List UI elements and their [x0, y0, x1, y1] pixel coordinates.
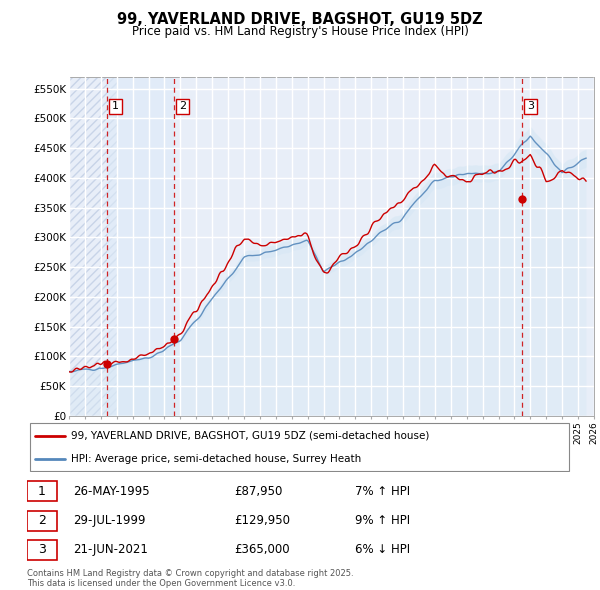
Bar: [107, 77, 174, 416]
Text: 21-JUN-2021: 21-JUN-2021: [73, 543, 148, 556]
Text: 1: 1: [38, 485, 46, 498]
Text: 6% ↓ HPI: 6% ↓ HPI: [355, 543, 410, 556]
FancyBboxPatch shape: [30, 423, 569, 471]
Text: 3: 3: [527, 101, 534, 112]
Text: Contains HM Land Registry data © Crown copyright and database right 2025.
This d: Contains HM Land Registry data © Crown c…: [27, 569, 353, 588]
FancyBboxPatch shape: [27, 540, 57, 560]
Text: 9% ↑ HPI: 9% ↑ HPI: [355, 514, 410, 527]
Text: 99, YAVERLAND DRIVE, BAGSHOT, GU19 5DZ (semi-detached house): 99, YAVERLAND DRIVE, BAGSHOT, GU19 5DZ (…: [71, 431, 429, 441]
FancyBboxPatch shape: [27, 481, 57, 501]
Text: 1: 1: [112, 101, 119, 112]
Text: £365,000: £365,000: [235, 543, 290, 556]
Text: 2: 2: [38, 514, 46, 527]
Text: 99, YAVERLAND DRIVE, BAGSHOT, GU19 5DZ: 99, YAVERLAND DRIVE, BAGSHOT, GU19 5DZ: [117, 12, 483, 27]
Text: HPI: Average price, semi-detached house, Surrey Heath: HPI: Average price, semi-detached house,…: [71, 454, 361, 464]
Text: 2: 2: [179, 101, 186, 112]
FancyBboxPatch shape: [27, 510, 57, 531]
Text: 26-MAY-1995: 26-MAY-1995: [73, 485, 150, 498]
Text: £129,950: £129,950: [235, 514, 290, 527]
Text: 29-JUL-1999: 29-JUL-1999: [73, 514, 146, 527]
Bar: [69, 77, 117, 416]
Text: 7% ↑ HPI: 7% ↑ HPI: [355, 485, 410, 498]
Text: 3: 3: [38, 543, 46, 556]
Text: Price paid vs. HM Land Registry's House Price Index (HPI): Price paid vs. HM Land Registry's House …: [131, 25, 469, 38]
Text: £87,950: £87,950: [235, 485, 283, 498]
